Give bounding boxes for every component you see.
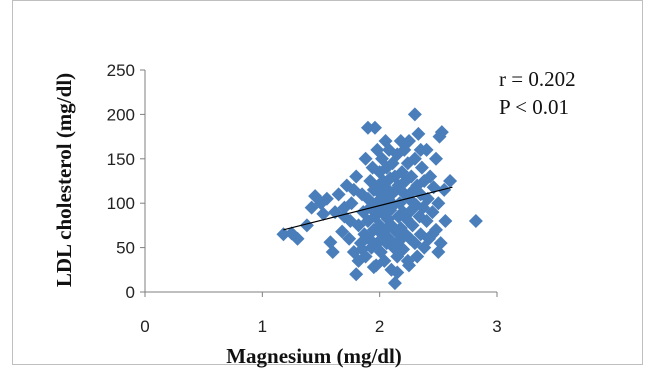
x-tick-label: 1 bbox=[258, 317, 267, 336]
chart-frame bbox=[12, 0, 643, 365]
y-tick-label: 50 bbox=[116, 239, 135, 258]
x-tick-label: 0 bbox=[140, 317, 149, 336]
data-point bbox=[344, 196, 359, 211]
data-point bbox=[411, 126, 426, 141]
data-point bbox=[425, 227, 440, 242]
data-point bbox=[366, 260, 381, 275]
y-tick-label: 150 bbox=[107, 150, 135, 169]
data-point bbox=[405, 218, 420, 233]
data-point bbox=[414, 160, 429, 175]
data-point bbox=[431, 196, 446, 211]
y-tick-label: 200 bbox=[107, 105, 135, 124]
data-point bbox=[299, 218, 314, 233]
data-point bbox=[428, 151, 443, 166]
data-point bbox=[387, 276, 402, 291]
data-point bbox=[358, 151, 373, 166]
data-point bbox=[468, 213, 483, 228]
data-point bbox=[358, 249, 373, 264]
annotation-r: r = 0.202 bbox=[499, 67, 576, 91]
x-tick-label: 2 bbox=[375, 317, 384, 336]
data-points bbox=[276, 107, 483, 291]
y-tick-labels: 0 50 100 150 200 250 bbox=[107, 61, 145, 302]
data-point bbox=[438, 213, 453, 228]
data-point bbox=[434, 125, 449, 140]
y-tick-label: 250 bbox=[107, 61, 135, 80]
data-point bbox=[349, 267, 364, 282]
data-point bbox=[407, 151, 422, 166]
x-axis-title: Magnesium (mg/dl) bbox=[226, 344, 402, 368]
data-point bbox=[373, 245, 388, 260]
data-point bbox=[319, 191, 334, 206]
data-point bbox=[346, 182, 361, 197]
data-point bbox=[423, 169, 438, 184]
data-point bbox=[367, 120, 382, 135]
data-point bbox=[433, 236, 448, 251]
data-point bbox=[342, 231, 357, 246]
data-point bbox=[377, 253, 392, 268]
data-point bbox=[331, 187, 346, 202]
data-point bbox=[276, 227, 291, 242]
data-point bbox=[390, 249, 405, 264]
axes bbox=[144, 70, 497, 293]
data-point bbox=[425, 205, 440, 220]
x-tick-labels: 0 1 2 3 bbox=[140, 292, 502, 336]
data-point bbox=[290, 231, 305, 246]
data-point bbox=[410, 249, 425, 264]
x-tick-label: 3 bbox=[492, 317, 501, 336]
data-point bbox=[420, 191, 435, 206]
data-point bbox=[402, 134, 416, 149]
data-point bbox=[378, 134, 393, 149]
data-point bbox=[355, 242, 370, 257]
data-point bbox=[335, 224, 350, 239]
data-point bbox=[443, 174, 458, 188]
data-point bbox=[360, 120, 375, 135]
y-tick-label: 0 bbox=[126, 283, 135, 302]
data-point bbox=[390, 265, 405, 280]
annotation-p: P < 0.01 bbox=[499, 95, 569, 119]
trendline bbox=[283, 186, 453, 231]
data-point bbox=[325, 245, 340, 260]
data-point bbox=[349, 169, 364, 184]
data-point bbox=[404, 169, 419, 184]
y-tick-label: 100 bbox=[107, 194, 135, 213]
data-point bbox=[316, 206, 331, 221]
data-point bbox=[402, 258, 416, 273]
y-axis-title: LDL cholesterol (mg/dl) bbox=[52, 73, 76, 287]
data-point bbox=[407, 107, 422, 122]
data-point bbox=[413, 142, 428, 157]
data-point bbox=[323, 235, 338, 250]
data-point bbox=[396, 242, 411, 257]
data-point bbox=[419, 213, 434, 228]
